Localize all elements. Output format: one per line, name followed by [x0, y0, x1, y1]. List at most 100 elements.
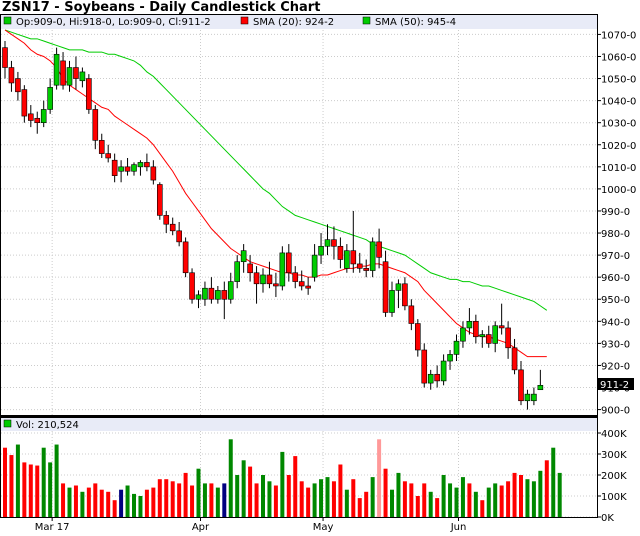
candle-body	[195, 294, 202, 300]
volume-bar	[557, 472, 562, 517]
price-tick-label: 1010-0	[601, 163, 636, 174]
volume-bar	[222, 483, 227, 517]
volume-bar	[106, 491, 111, 517]
volume-panel-frame	[0, 417, 598, 518]
candle-body	[376, 241, 382, 258]
volume-bar	[480, 500, 485, 517]
volume-bar	[267, 481, 272, 517]
volume-bar	[396, 472, 401, 517]
candle-body	[518, 369, 524, 402]
price-tick-label: 950-0	[601, 295, 630, 306]
volume-bar	[151, 487, 156, 517]
volume-bar	[215, 487, 220, 517]
candle-body	[137, 162, 144, 168]
candle-body	[531, 393, 537, 402]
volume-bar	[15, 444, 20, 517]
volume-bar	[370, 477, 375, 517]
candle-body	[324, 239, 331, 247]
price-tick-label: 930-0	[601, 339, 630, 350]
volume-bar	[280, 451, 285, 517]
candle-body	[485, 334, 492, 344]
time-tick-label: Apr	[192, 522, 210, 533]
volume-bar	[54, 444, 59, 517]
candle-body	[40, 109, 47, 123]
volume-bar	[235, 475, 240, 517]
candle-body	[382, 261, 389, 313]
candle-body	[105, 153, 111, 159]
sma20-legend-swatch	[240, 16, 249, 25]
volume-bar	[112, 500, 117, 517]
volume-bar	[67, 487, 72, 517]
candle-body	[292, 272, 299, 282]
volume-tick-label: 0K	[601, 513, 614, 524]
candle-body	[124, 166, 131, 172]
candle-body	[34, 117, 41, 123]
candle-body	[298, 281, 305, 287]
price-gridlines	[1, 33, 597, 411]
volume-bar	[364, 491, 369, 517]
candle-body	[2, 47, 8, 68]
ohlc-summary: Op:909-0, Hi:918-0, Lo:909-0, Cl:911-2	[16, 17, 211, 28]
candle-body	[131, 164, 137, 172]
volume-bar	[22, 462, 27, 517]
volume-bar	[415, 496, 420, 517]
candle-body	[182, 241, 189, 274]
candle-body	[395, 283, 402, 291]
volume-bar	[383, 468, 388, 517]
volume-bar	[486, 487, 491, 517]
candle-body	[434, 373, 440, 382]
candle-body	[350, 250, 357, 265]
candle-body	[311, 254, 318, 278]
candle-body	[73, 67, 79, 79]
candle-body	[408, 305, 415, 324]
candle-body	[21, 89, 28, 117]
candle-body	[331, 239, 337, 247]
sma20-series	[4, 29, 547, 358]
sma50-line	[4, 29, 548, 311]
volume-bar	[357, 498, 362, 517]
candle-body	[505, 327, 511, 349]
time-tick-label: Mar 17	[35, 522, 70, 533]
candle-body	[511, 347, 518, 371]
volume-bar	[319, 479, 324, 517]
volume-series	[3, 439, 562, 517]
sma20-line	[4, 29, 547, 358]
volume-bar	[331, 481, 336, 517]
volume-bar	[402, 481, 407, 517]
candle-body	[524, 393, 531, 402]
volume-bar	[144, 489, 149, 517]
volume-bar	[196, 468, 201, 517]
candle-body	[221, 290, 228, 300]
candle-body	[279, 252, 286, 287]
volume-bar	[493, 483, 498, 517]
volume-bar	[344, 489, 349, 517]
volume-bar	[177, 483, 182, 517]
price-tick-label: 1020-0	[601, 141, 636, 152]
candle-body	[498, 325, 505, 329]
ohlc-legend-swatch	[3, 16, 12, 25]
volume-bar	[170, 481, 175, 517]
volume-bar	[293, 456, 298, 517]
candle-body	[169, 223, 176, 232]
candle-body	[176, 230, 182, 243]
sma50-legend-swatch	[362, 16, 371, 25]
candle-body	[60, 60, 66, 86]
volume-bar	[41, 447, 46, 517]
candle-body	[356, 263, 363, 269]
candle-body	[27, 113, 34, 121]
candle-body	[202, 287, 208, 300]
volume-bar	[86, 487, 91, 517]
candle-body	[215, 290, 221, 300]
volume-bar	[409, 483, 414, 517]
candle-body	[247, 263, 253, 274]
volume-tick-label: 100K	[601, 492, 627, 503]
price-tick-label: 960-0	[601, 273, 630, 284]
candle-body	[86, 78, 92, 110]
volume-bar	[164, 479, 169, 517]
volume-bar	[525, 479, 530, 517]
volume-bar	[228, 439, 233, 517]
sma50-legend-label: SMA (50): 945-4	[375, 17, 456, 28]
candle-body	[163, 215, 170, 225]
price-axis: 900-0910-0920-0930-0940-0950-0960-0970-0…	[597, 30, 636, 417]
volume-bar	[28, 464, 33, 517]
